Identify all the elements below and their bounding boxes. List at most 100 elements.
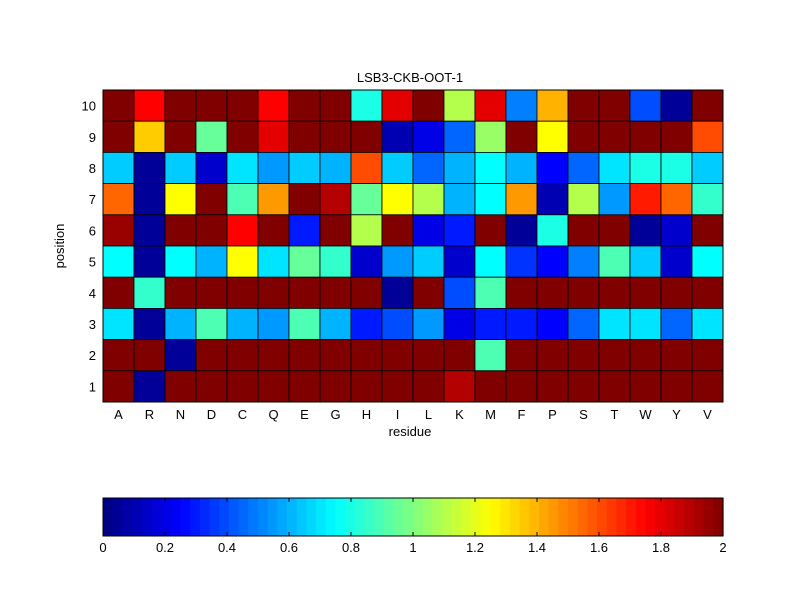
heatmap-cell bbox=[536, 120, 569, 153]
colorbar-segment bbox=[558, 498, 569, 536]
heatmap-cell bbox=[319, 183, 352, 216]
colorbar-segment bbox=[422, 498, 433, 536]
heatmap-cell bbox=[567, 214, 600, 247]
heatmap-cell bbox=[102, 120, 135, 153]
heatmap-cell bbox=[164, 339, 197, 372]
heatmap-cell bbox=[505, 370, 538, 403]
colorbar-segment bbox=[616, 498, 627, 536]
colorbar-tick-label: 0 bbox=[99, 540, 106, 555]
colorbar-segment bbox=[684, 498, 695, 536]
heatmap-cell bbox=[102, 214, 135, 247]
heatmap-cell bbox=[257, 370, 290, 403]
heatmap-cell bbox=[443, 120, 476, 153]
colorbar-segment bbox=[413, 498, 424, 536]
heatmap-cell bbox=[567, 307, 600, 340]
heatmap-cell bbox=[443, 214, 476, 247]
heatmap-cell bbox=[102, 307, 135, 340]
heatmap-cell bbox=[381, 151, 414, 184]
heatmap-cell bbox=[443, 89, 476, 122]
heatmap-cell bbox=[257, 214, 290, 247]
colorbar-tick-label: 2 bbox=[719, 540, 726, 555]
heatmap-cell bbox=[660, 245, 693, 278]
heatmap-cell bbox=[164, 151, 197, 184]
x-tick-label: C bbox=[238, 407, 247, 422]
heatmap-cell bbox=[381, 370, 414, 403]
heatmap-cell bbox=[567, 183, 600, 216]
heatmap-cell bbox=[164, 370, 197, 403]
heatmap-cell bbox=[660, 183, 693, 216]
y-tick-label: 3 bbox=[89, 317, 96, 332]
colorbar-segment bbox=[306, 498, 317, 536]
colorbar-segment bbox=[258, 498, 269, 536]
colorbar-segment bbox=[190, 498, 201, 536]
heatmap-cell bbox=[691, 339, 724, 372]
x-tick-label: I bbox=[396, 407, 400, 422]
heatmap-cell bbox=[629, 339, 662, 372]
colorbar-segment bbox=[538, 498, 550, 536]
heatmap-cell bbox=[133, 307, 166, 340]
heatmap-cell bbox=[412, 276, 445, 309]
x-tick-label: V bbox=[703, 407, 712, 422]
heatmap-cell bbox=[443, 276, 476, 309]
heatmap-cell bbox=[536, 339, 569, 372]
heatmap-cell bbox=[536, 151, 569, 184]
heatmap-cell bbox=[412, 151, 445, 184]
heatmap-cell bbox=[443, 245, 476, 278]
colorbar-segment bbox=[471, 498, 482, 536]
colorbar-segment bbox=[238, 498, 249, 536]
heatmap-cell bbox=[474, 151, 507, 184]
x-tick-label: H bbox=[362, 407, 371, 422]
heatmap-cell bbox=[505, 276, 538, 309]
colorbar-segment bbox=[170, 498, 182, 536]
heatmap-cell bbox=[195, 245, 228, 278]
heatmap-cell bbox=[226, 89, 259, 122]
colorbar-segment bbox=[568, 498, 579, 536]
heatmap-cell bbox=[660, 151, 693, 184]
heatmap-cell bbox=[629, 89, 662, 122]
heatmap-cell bbox=[133, 183, 166, 216]
heatmap-cell bbox=[226, 183, 259, 216]
heatmap-cell bbox=[629, 370, 662, 403]
heatmap-cell bbox=[102, 151, 135, 184]
colorbar-segment bbox=[364, 498, 375, 536]
colorbar-segment bbox=[500, 498, 511, 536]
heatmap-cell bbox=[660, 120, 693, 153]
x-tick-label: E bbox=[300, 407, 309, 422]
heatmap-cell bbox=[226, 151, 259, 184]
heatmap-cell bbox=[164, 276, 197, 309]
colorbar-segment bbox=[703, 498, 714, 536]
heatmap-cell bbox=[102, 339, 135, 372]
colorbar-segment bbox=[393, 498, 404, 536]
heatmap-cell bbox=[412, 89, 445, 122]
heatmap-cell bbox=[164, 307, 197, 340]
heatmap-cell bbox=[319, 214, 352, 247]
y-tick-label: 8 bbox=[89, 161, 96, 176]
heatmap-cell bbox=[629, 151, 662, 184]
colorbar-segment bbox=[209, 498, 220, 536]
heatmap-cell bbox=[505, 183, 538, 216]
heatmap-cell bbox=[474, 339, 507, 372]
heatmap-cell bbox=[381, 89, 414, 122]
heatmap-cell bbox=[660, 307, 693, 340]
heatmap-cell bbox=[102, 183, 135, 216]
heatmap-cell bbox=[660, 339, 693, 372]
heatmap-cell bbox=[381, 339, 414, 372]
heatmap-cell bbox=[443, 370, 476, 403]
heatmap-cell bbox=[691, 307, 724, 340]
heatmap-cell bbox=[691, 89, 724, 122]
heatmap-cells bbox=[102, 89, 724, 403]
x-tick-label: K bbox=[455, 407, 464, 422]
heatmap-cell bbox=[226, 307, 259, 340]
x-tick-label: Y bbox=[672, 407, 681, 422]
colorbar bbox=[102, 497, 724, 537]
colorbar-segment bbox=[383, 498, 395, 536]
colorbar-segment bbox=[645, 498, 656, 536]
heatmap-cell bbox=[226, 245, 259, 278]
colorbar-segment bbox=[461, 498, 472, 536]
plot-frame bbox=[102, 89, 724, 403]
heatmap-cell bbox=[412, 307, 445, 340]
heatmap-cell bbox=[226, 276, 259, 309]
colorbar-segment bbox=[655, 498, 666, 536]
colorbar-tick-labels: 0 0.2 0.4 0.6 0.8 1 1.2 1.4 1.6 1.8 2 bbox=[99, 498, 727, 555]
heatmap-cell bbox=[319, 245, 352, 278]
